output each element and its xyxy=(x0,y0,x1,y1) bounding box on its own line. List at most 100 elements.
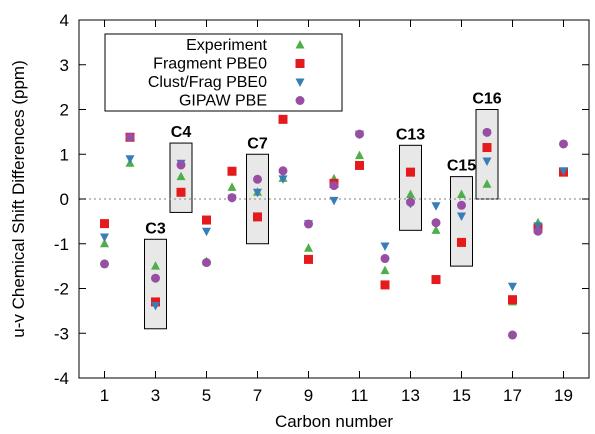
legend-label-clust-frag-pbe0: Clust/Frag PBE0 xyxy=(148,74,267,91)
point-clust-frag-pbe0 xyxy=(253,188,262,198)
annotation-label-c4: C4 xyxy=(171,124,192,141)
point-gipaw-pbe xyxy=(227,193,237,203)
axis-ticks xyxy=(79,19,589,379)
annotation-box-c7 xyxy=(246,153,269,245)
x-tick-label: 15 xyxy=(452,386,471,405)
x-tick-label: 13 xyxy=(401,386,420,405)
y-tick-label: 1 xyxy=(60,145,69,164)
x-tick-label: 5 xyxy=(202,386,211,405)
point-fragment-pbe0 xyxy=(253,212,262,222)
annotation-labels: C3 C4 C7 C13 C15 C16 xyxy=(145,91,502,238)
point-gipaw-pbe xyxy=(278,166,288,176)
legend-label-gipaw-pbe: GIPAW PBE xyxy=(179,93,267,110)
point-gipaw-pbe xyxy=(253,174,262,184)
point-fragment-pbe0 xyxy=(457,237,466,247)
point-fragment-pbe0 xyxy=(151,297,160,307)
point-clust-frag-pbe0 xyxy=(559,167,568,176)
point-gipaw-pbe xyxy=(355,129,364,139)
x-tick-label: 3 xyxy=(151,386,160,405)
point-gipaw-pbe xyxy=(125,132,135,142)
y-axis-title: u-v Chemical Shift Differences (ppm) xyxy=(9,60,28,337)
point-experiment xyxy=(380,265,390,275)
legend-label-experiment: Experiment xyxy=(186,37,267,54)
y-tick-label: -2 xyxy=(54,280,69,299)
annotation-label-c3: C3 xyxy=(145,220,166,237)
annotation-boxes xyxy=(144,109,499,330)
y-tick-label: 2 xyxy=(60,101,69,120)
point-experiment xyxy=(431,225,441,234)
point-experiment xyxy=(176,171,186,181)
point-experiment xyxy=(100,238,109,248)
point-gipaw-pbe xyxy=(406,197,415,207)
point-clust-frag-pbe0 xyxy=(508,282,517,292)
point-experiment xyxy=(482,179,492,188)
point-gipaw-pbe xyxy=(559,139,568,149)
point-experiment xyxy=(406,189,415,199)
point-clust-frag-pbe0 xyxy=(278,175,288,184)
point-clust-frag-pbe0 xyxy=(329,196,339,206)
legend-marker-clust-frag-pbe0 xyxy=(295,78,305,87)
point-fragment-pbe0 xyxy=(406,167,415,177)
point-clust-frag-pbe0 xyxy=(533,222,543,231)
point-fragment-pbe0 xyxy=(482,143,492,153)
annotation-box-c3 xyxy=(144,238,167,330)
y-tick-label: -3 xyxy=(54,324,69,343)
annotation-label-c15: C15 xyxy=(447,158,476,175)
point-gipaw-pbe xyxy=(329,181,339,191)
y-tick-label: 3 xyxy=(60,56,69,75)
point-gipaw-pbe xyxy=(482,127,492,137)
annotation-box-c16 xyxy=(475,109,499,200)
point-fragment-pbe0 xyxy=(100,219,109,229)
point-experiment xyxy=(151,261,160,270)
x-tick-label: 7 xyxy=(253,386,262,405)
point-fragment-pbe0 xyxy=(176,187,186,197)
annotation-box-c13 xyxy=(399,144,422,231)
y-tick-label: 0 xyxy=(60,190,69,209)
point-fragment-pbe0 xyxy=(355,160,364,170)
point-gipaw-pbe xyxy=(304,219,313,229)
point-gipaw-pbe xyxy=(457,200,466,210)
point-clust-frag-pbe0 xyxy=(100,233,109,243)
point-clust-frag-pbe0 xyxy=(125,155,135,164)
point-clust-frag-pbe0 xyxy=(431,202,441,211)
point-experiment xyxy=(304,243,313,252)
legend-label-fragment-pbe0: Fragment PBE0 xyxy=(153,56,267,73)
point-gipaw-pbe xyxy=(533,226,543,236)
point-gipaw-pbe xyxy=(431,218,441,228)
data-points xyxy=(100,114,568,340)
point-gipaw-pbe xyxy=(508,330,517,340)
point-fragment-pbe0 xyxy=(380,280,390,290)
point-fragment-pbe0 xyxy=(431,275,441,285)
point-clust-frag-pbe0 xyxy=(151,302,160,311)
point-experiment xyxy=(355,150,364,160)
x-tick-label: 17 xyxy=(503,386,522,405)
x-tick-label: 1 xyxy=(100,386,109,405)
point-fragment-pbe0 xyxy=(304,254,313,264)
point-clust-frag-pbe0 xyxy=(457,212,466,222)
annotation-label-c13: C13 xyxy=(396,126,425,143)
annotation-label-c16: C16 xyxy=(472,91,501,108)
legend-marker-fragment-pbe0 xyxy=(295,59,305,68)
point-gipaw-pbe xyxy=(151,273,160,283)
point-fragment-pbe0 xyxy=(202,215,211,225)
point-experiment xyxy=(227,182,237,191)
point-fragment-pbe0 xyxy=(227,166,237,176)
point-gipaw-pbe xyxy=(202,258,211,268)
x-axis-title: Carbon number xyxy=(275,412,393,431)
point-clust-frag-pbe0 xyxy=(202,227,211,237)
point-gipaw-pbe xyxy=(176,160,186,170)
y-tick-label: -1 xyxy=(54,235,69,254)
series-gipaw-pbe xyxy=(100,127,568,340)
x-tick-label: 19 xyxy=(554,386,573,405)
x-tick-label: 9 xyxy=(304,386,313,405)
point-gipaw-pbe xyxy=(380,254,390,264)
point-fragment-pbe0 xyxy=(278,114,288,124)
x-tick-label: 11 xyxy=(351,386,369,405)
legend-marker-gipaw-pbe xyxy=(295,96,305,105)
point-experiment xyxy=(457,189,466,199)
annotation-label-c7: C7 xyxy=(247,135,268,152)
